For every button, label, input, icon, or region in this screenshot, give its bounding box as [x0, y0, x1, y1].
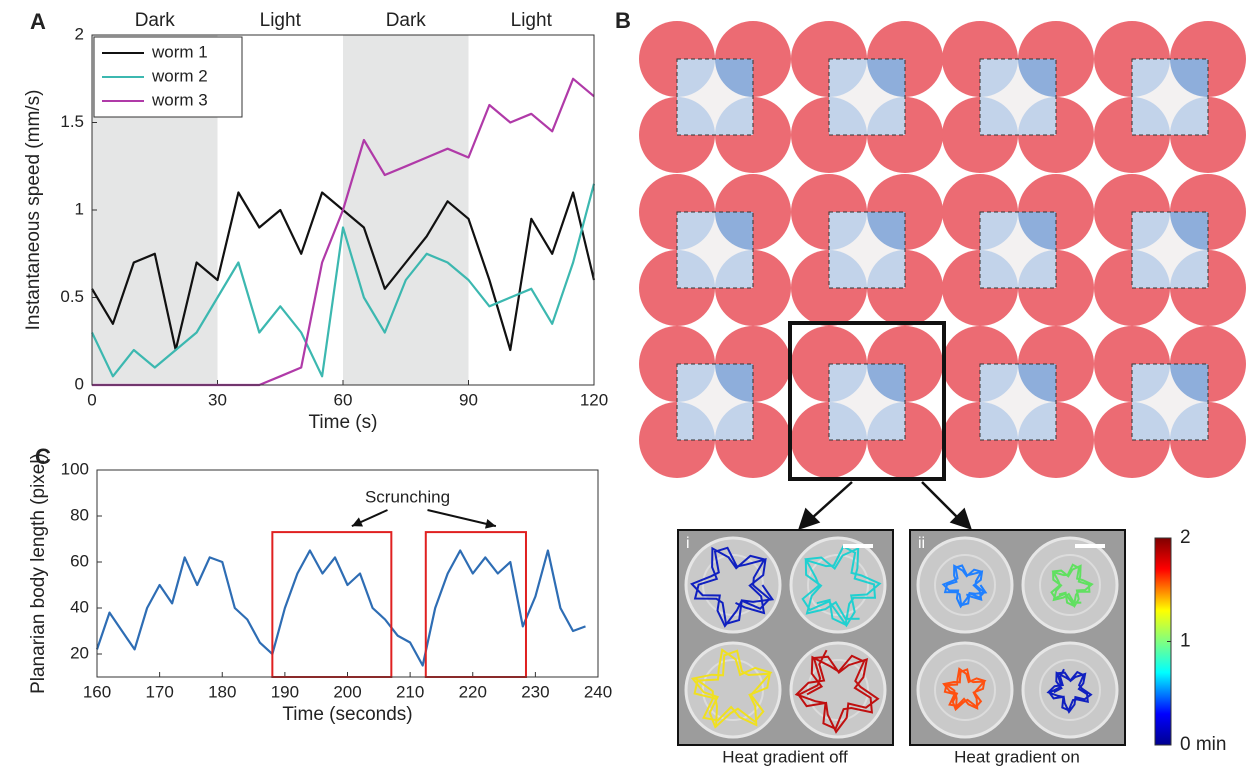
x-tick-label: 210	[396, 682, 424, 701]
figure: i Heat gradient off ii Heat gradient on 0 mi…	[0, 0, 1254, 772]
x-axis-label: Time (seconds)	[282, 704, 412, 725]
y-tick-label: 0	[75, 374, 84, 393]
highlight-box	[426, 532, 526, 677]
x-tick-label: 230	[521, 682, 549, 701]
well-cell	[1094, 326, 1246, 478]
arrow-head	[485, 519, 496, 529]
well-cell	[639, 21, 791, 173]
photo-well	[918, 643, 1012, 737]
photo-well	[1023, 643, 1117, 737]
y-tick-label: 1.5	[60, 112, 84, 131]
series-line	[97, 551, 586, 666]
photo-well	[791, 538, 885, 632]
x-tick-label: 160	[83, 682, 111, 701]
colorbar-label: 1	[1180, 631, 1191, 652]
y-tick-label: 0.5	[60, 287, 84, 306]
y-tick-label: 2	[75, 24, 84, 43]
x-tick-label: 220	[459, 682, 487, 701]
photo-well	[1023, 538, 1117, 632]
y-tick-label: 40	[70, 597, 89, 616]
x-axis-label: Time (s)	[309, 412, 378, 433]
y-tick-label: 60	[70, 551, 89, 570]
x-tick-label: 0	[87, 390, 96, 409]
well-cell	[942, 326, 1094, 478]
well-cell	[639, 326, 791, 478]
colorbar-label: 2	[1180, 527, 1191, 548]
plot-frame	[97, 470, 598, 677]
x-tick-label: 170	[145, 682, 173, 701]
panel-label: A	[30, 9, 46, 34]
legend-label: worm 3	[151, 90, 208, 109]
x-tick-label: 240	[584, 682, 612, 701]
y-axis-label: Instantaneous speed (mm/s)	[23, 90, 44, 331]
x-tick-label: 200	[333, 682, 361, 701]
highlight-box	[272, 532, 391, 677]
x-tick-label: 120	[580, 390, 608, 409]
well-cell	[639, 174, 791, 326]
photo-well	[918, 538, 1012, 632]
x-tick-label: 60	[334, 390, 353, 409]
well-cell	[942, 21, 1094, 173]
y-axis-label: Planarian body length (pixel)	[28, 453, 49, 694]
y-tick-label: 80	[70, 505, 89, 524]
inset-caption: Heat gradient off	[722, 747, 848, 766]
period-label: Dark	[135, 10, 176, 31]
x-tick-label: 30	[208, 390, 227, 409]
inset-label: ii	[918, 535, 925, 552]
well-cell	[791, 174, 943, 326]
insets: i Heat gradient off ii Heat gradient on 0 mi…	[678, 527, 1226, 766]
y-tick-label: 1	[75, 199, 84, 218]
arrows	[800, 482, 970, 528]
scale-bar	[843, 544, 873, 548]
well-cell	[791, 21, 943, 173]
annotation: Scrunching	[365, 487, 450, 506]
legend-label: worm 1	[151, 42, 208, 61]
annotation-arrow	[428, 510, 496, 526]
x-tick-label: 180	[208, 682, 236, 701]
x-tick-label: 190	[271, 682, 299, 701]
inset-label: i	[686, 535, 690, 552]
y-tick-label: 100	[61, 459, 89, 478]
legend-label: worm 2	[151, 66, 208, 85]
well-cell	[1094, 21, 1246, 173]
x-tick-label: 90	[459, 390, 478, 409]
period-band	[469, 35, 595, 385]
colorbar-label: 0 min	[1180, 734, 1226, 755]
period-label: Dark	[386, 10, 427, 31]
y-tick-label: 20	[70, 643, 89, 662]
inset-caption: Heat gradient on	[954, 747, 1080, 766]
panel-label: B	[615, 8, 631, 33]
period-band	[343, 35, 469, 385]
period-label: Light	[260, 10, 302, 31]
scale-bar	[1075, 544, 1105, 548]
period-label: Light	[511, 10, 553, 31]
well-cell	[1094, 174, 1246, 326]
well-cell	[942, 174, 1094, 326]
well-cell	[791, 326, 943, 478]
